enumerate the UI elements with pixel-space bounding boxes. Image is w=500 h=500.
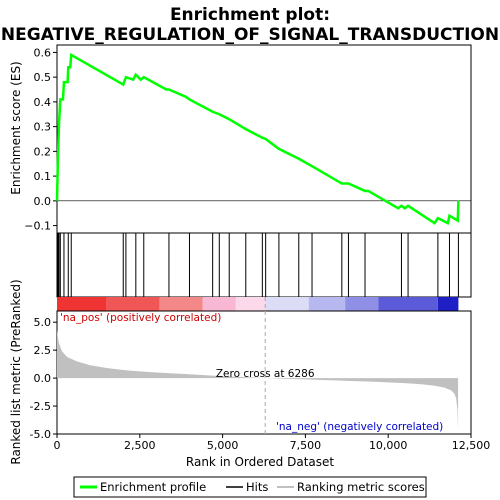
legend: Enrichment profile Hits Ranking metric s… <box>73 476 427 498</box>
hits-panel <box>56 232 472 298</box>
rank-metric-panel: -5.0 -2.5 0.0 2.5 5.0 'na_pos' (positively c… <box>9 279 472 465</box>
heat-band-segment <box>159 297 203 311</box>
heat-band-segment <box>265 297 309 311</box>
chart-title-line2: NEGATIVE_REGULATION_OF_SIGNAL_TRANSDUCTI… <box>1 25 499 45</box>
heat-band-segment <box>437 297 459 311</box>
es-ytick-label: 0.3 <box>34 121 52 134</box>
heat-band-segment <box>202 297 236 311</box>
es-ytick-label: 0.4 <box>34 96 52 109</box>
enrichment-profile-line <box>55 52 460 225</box>
heat-band-segment <box>308 297 346 311</box>
heat-band-segment <box>106 297 160 311</box>
es-ytick-label: −0.1 <box>24 220 51 233</box>
ranking-heat-band <box>57 297 459 311</box>
heat-band-segment <box>378 297 438 311</box>
legend-hits-label: Hits <box>246 480 268 494</box>
rank-ytick-label: -2.5 <box>30 400 51 413</box>
legend-metric-label: Ranking metric scores <box>297 480 425 494</box>
ranking-metric-area <box>57 330 459 430</box>
legend-frame <box>73 476 427 498</box>
heat-band-segment <box>235 297 266 311</box>
x-tick-label: 2,500 <box>124 439 156 452</box>
es-ytick-label: 0.1 <box>34 170 52 183</box>
es-ytick-label: 0.0 <box>34 195 52 208</box>
legend-enrichment-label: Enrichment profile <box>100 480 206 494</box>
rank-ytick-label: 0.0 <box>34 372 52 385</box>
rank-ytick-label: 2.5 <box>34 344 52 357</box>
heat-band-segment <box>57 297 107 311</box>
es-panel: −0.1 0.0 0.1 0.2 0.3 0.4 0.5 0.6 Enrichment sco… <box>9 44 472 234</box>
hits-panel-frame <box>56 232 472 298</box>
x-tick-label: 0 <box>54 439 61 452</box>
chart-title-line1: Enrichment plot: <box>170 5 330 25</box>
rank-ylabel: Ranked list metric (PreRanked) <box>9 279 23 464</box>
x-tick-label: 12,500 <box>452 439 491 452</box>
x-axis: 0 2,500 5,000 7,500 10,000 12,500 <box>54 434 491 452</box>
x-tick-label: 10,000 <box>369 439 408 452</box>
x-tick-label: 7,500 <box>290 439 322 452</box>
es-ylabel: Enrichment score (ES) <box>9 61 23 194</box>
zero-cross-label: Zero cross at 6286 <box>216 368 315 380</box>
x-axis-label: Rank in Ordered Dataset <box>186 455 334 469</box>
rank-ytick-label: -5.0 <box>30 428 51 441</box>
x-tick-label: 5,000 <box>207 439 239 452</box>
positive-correlation-label: 'na_pos' (positively correlated) <box>60 312 221 324</box>
negative-correlation-label: 'na_neg' (negatively correlated) <box>276 421 443 433</box>
es-ytick-label: 0.5 <box>34 71 52 84</box>
es-ytick-label: 0.2 <box>34 145 52 158</box>
rank-ytick-label: 5.0 <box>34 316 52 329</box>
es-ytick-label: 0.6 <box>34 46 52 59</box>
heat-band-segment <box>345 297 379 311</box>
